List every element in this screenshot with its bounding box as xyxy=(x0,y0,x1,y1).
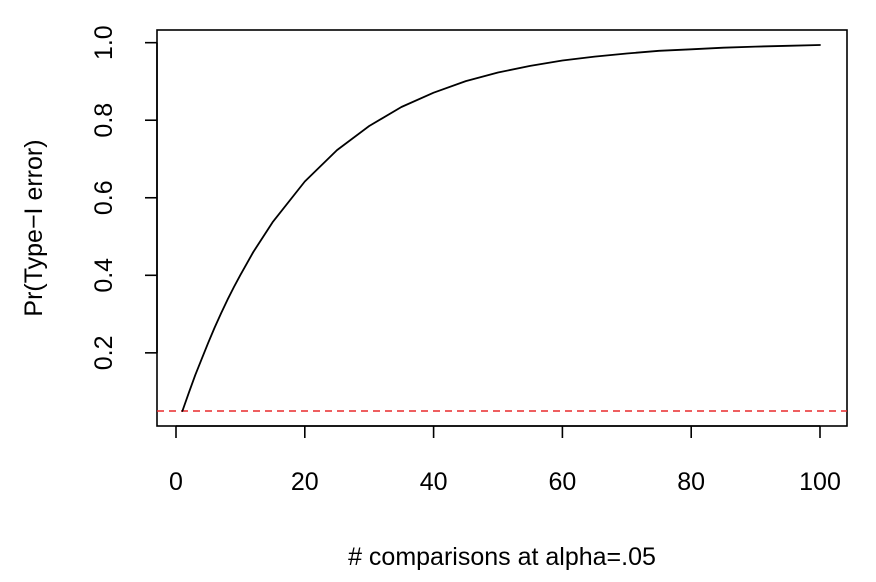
x-tick-label: 60 xyxy=(548,468,576,496)
x-tick-label: 100 xyxy=(799,468,841,496)
y-tick-label: 0.6 xyxy=(90,180,118,215)
x-axis-label: # comparisons at alpha=.05 xyxy=(348,543,656,571)
y-tick-label: 0.8 xyxy=(90,103,118,138)
x-axis: 0 20 40 60 80 100 xyxy=(169,425,841,496)
x-tick-label: 80 xyxy=(677,468,705,496)
y-axis-label: Pr(Type−I error) xyxy=(20,139,48,316)
x-tick-label: 40 xyxy=(420,468,448,496)
x-tick-label: 0 xyxy=(169,468,183,496)
y-tick-label: 1.0 xyxy=(90,25,118,60)
y-axis: 0.2 0.4 0.6 0.8 1.0 xyxy=(90,25,158,370)
x-tick-label: 20 xyxy=(291,468,319,496)
series-line xyxy=(181,44,821,412)
plot-frame xyxy=(156,29,848,427)
y-tick-label: 0.4 xyxy=(90,258,118,293)
series-lines xyxy=(181,44,821,412)
y-tick-label: 0.2 xyxy=(90,335,118,370)
